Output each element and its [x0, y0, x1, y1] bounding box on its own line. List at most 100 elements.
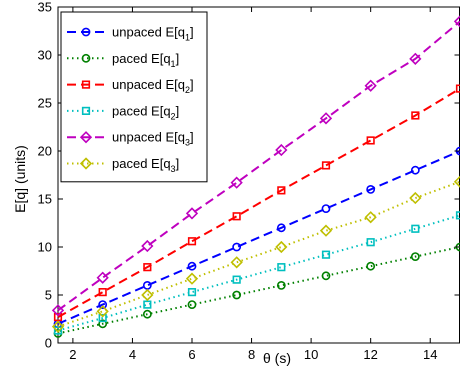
legend-item: unpaced E[q1] — [67, 25, 194, 43]
data-point-square — [232, 212, 241, 221]
data-point-square — [81, 80, 91, 89]
x-tick-label: 6 — [188, 347, 195, 362]
data-point-diamond — [79, 157, 93, 170]
data-point-square — [187, 237, 197, 246]
x-tick-label: 2 — [69, 347, 76, 362]
data-point-square — [321, 161, 331, 170]
data-point-square — [277, 186, 286, 195]
series-line — [57, 246, 460, 335]
data-point-square — [143, 263, 152, 272]
data-point-circle — [187, 300, 197, 309]
data-point-diamond — [96, 305, 109, 318]
data-point-square — [98, 313, 107, 323]
y-tick-label: 5 — [45, 288, 52, 303]
data-point-circle — [142, 309, 152, 319]
data-point-square — [53, 312, 63, 322]
legend-item: paced E[q1] — [67, 51, 179, 69]
data-point-circle — [98, 319, 108, 329]
y-tick-label: 10 — [38, 240, 52, 255]
series-line — [57, 20, 460, 312]
data-point-square — [143, 300, 152, 309]
y-tick-label: 15 — [38, 192, 52, 207]
data-point-circle — [276, 223, 286, 233]
data-point-diamond — [141, 239, 154, 253]
data-point-diamond — [409, 52, 422, 65]
data-point-diamond — [409, 191, 422, 205]
legend: unpaced E[q1] paced E[q1] unpaced E[q2] pac… — [60, 11, 208, 183]
data-point-circle — [232, 290, 242, 300]
data-point-square — [455, 84, 460, 93]
legend-label: paced E[q2] — [112, 103, 179, 121]
data-point-diamond — [96, 271, 109, 284]
legend-item: unpaced E[q2] — [67, 77, 194, 95]
data-point-diamond — [453, 15, 460, 28]
data-point-circle — [366, 261, 376, 271]
series-layer — [51, 15, 460, 338]
data-point-diamond — [319, 112, 333, 125]
legend-item: unpaced E[q3] — [67, 130, 194, 148]
y-tick-label: 0 — [45, 336, 52, 351]
y-tick-label: 25 — [38, 96, 52, 111]
data-point-circle — [187, 261, 197, 271]
legend-label: unpaced E[q2] — [112, 77, 194, 95]
data-point-diamond — [275, 143, 288, 157]
data-point-square — [81, 106, 91, 115]
y-tick-label: 30 — [38, 48, 52, 63]
series-paced-e-q2- — [53, 211, 460, 335]
data-point-circle — [81, 53, 91, 63]
data-point-circle — [276, 280, 286, 290]
data-point-circle — [81, 27, 91, 37]
data-point-square — [232, 275, 241, 284]
data-point-circle — [366, 184, 376, 194]
series-unpaced-e-q1- — [53, 146, 460, 329]
series-line — [57, 87, 460, 318]
legend-box — [60, 11, 208, 183]
data-point-diamond — [230, 176, 243, 189]
data-point-square — [411, 224, 420, 233]
data-point-diamond — [185, 272, 199, 285]
data-point-diamond — [364, 79, 377, 92]
data-point-circle — [98, 300, 108, 309]
legend-label: paced E[q3] — [112, 156, 179, 174]
data-point-diamond — [453, 175, 460, 188]
data-point-diamond — [275, 240, 288, 254]
series-unpaced-e-q3- — [51, 15, 460, 317]
legend-item: paced E[q2] — [67, 103, 179, 121]
data-point-diamond — [51, 304, 65, 317]
x-tick-label: 14 — [423, 347, 437, 362]
data-point-square — [321, 250, 331, 259]
data-point-square — [53, 326, 63, 335]
data-point-circle — [321, 204, 331, 213]
data-point-square — [455, 211, 460, 220]
data-point-circle — [321, 271, 331, 281]
data-point-diamond — [51, 320, 65, 333]
x-tick-label: 12 — [363, 347, 377, 362]
data-point-diamond — [364, 211, 377, 224]
data-point-diamond — [79, 131, 93, 144]
legend-label: unpaced E[q1] — [112, 25, 194, 43]
x-tick-label: 4 — [129, 347, 136, 362]
series-line — [57, 180, 460, 328]
data-point-diamond — [141, 288, 154, 302]
y-axis-label: E[q] (units) — [12, 145, 28, 213]
data-point-square — [277, 263, 286, 272]
data-point-diamond — [230, 256, 243, 269]
y-tick-label: 20 — [38, 144, 52, 159]
data-point-circle — [410, 252, 420, 261]
legend-label: unpaced E[q3] — [112, 130, 194, 148]
axes-layer: 2 4 6 8 10 12 14 0 5 10 15 20 25 30 35 — [38, 0, 460, 362]
data-point-circle — [410, 165, 420, 175]
legend-label: paced E[q1] — [112, 51, 179, 69]
data-point-square — [98, 288, 107, 297]
data-point-square — [187, 288, 197, 297]
legend-item: paced E[q3] — [67, 156, 179, 174]
series-paced-e-q3- — [51, 175, 460, 333]
x-tick-label: 8 — [248, 347, 255, 362]
data-point-square — [411, 111, 420, 120]
data-point-square — [366, 238, 375, 247]
data-point-circle — [232, 242, 242, 252]
x-tick-label: 10 — [304, 347, 318, 362]
data-point-diamond — [185, 207, 199, 220]
series-unpaced-e-q2- — [53, 84, 460, 322]
